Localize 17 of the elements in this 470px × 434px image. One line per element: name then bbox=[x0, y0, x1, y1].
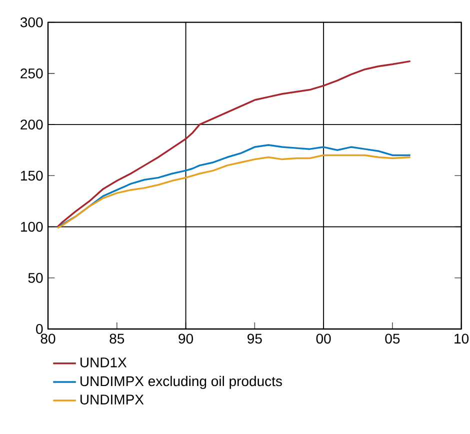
x-tick-label: 00 bbox=[316, 334, 331, 344]
x-tick-label: 95 bbox=[248, 334, 262, 344]
x-tick-label: 05 bbox=[385, 334, 400, 344]
y-tick-label: 50 bbox=[28, 272, 43, 283]
y-tick-label: 250 bbox=[20, 68, 43, 78]
legend-label: UNDIMPX bbox=[80, 394, 144, 404]
x-tick-label: 10 bbox=[454, 334, 469, 344]
x-tick-label: 85 bbox=[110, 334, 124, 344]
y-tick-label: 300 bbox=[20, 17, 43, 28]
y-tick-label: 0 bbox=[36, 324, 43, 334]
y-tick-label: 150 bbox=[21, 170, 43, 181]
x-tick-label: 90 bbox=[178, 334, 194, 344]
x-tick-label: 80 bbox=[40, 334, 56, 344]
legend-label: UNDIMPX excluding oil products bbox=[80, 376, 282, 389]
legend-label: UND1X bbox=[80, 358, 127, 368]
y-tick-label: 200 bbox=[20, 120, 43, 130]
y-tick-label: 100 bbox=[21, 222, 43, 232]
